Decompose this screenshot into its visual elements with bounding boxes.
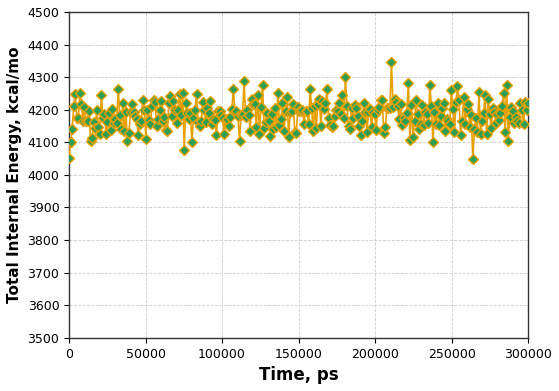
- Y-axis label: Total Internal Energy, kcal/mo: Total Internal Energy, kcal/mo: [7, 47, 22, 303]
- X-axis label: Time, ps: Time, ps: [259, 366, 338, 384]
